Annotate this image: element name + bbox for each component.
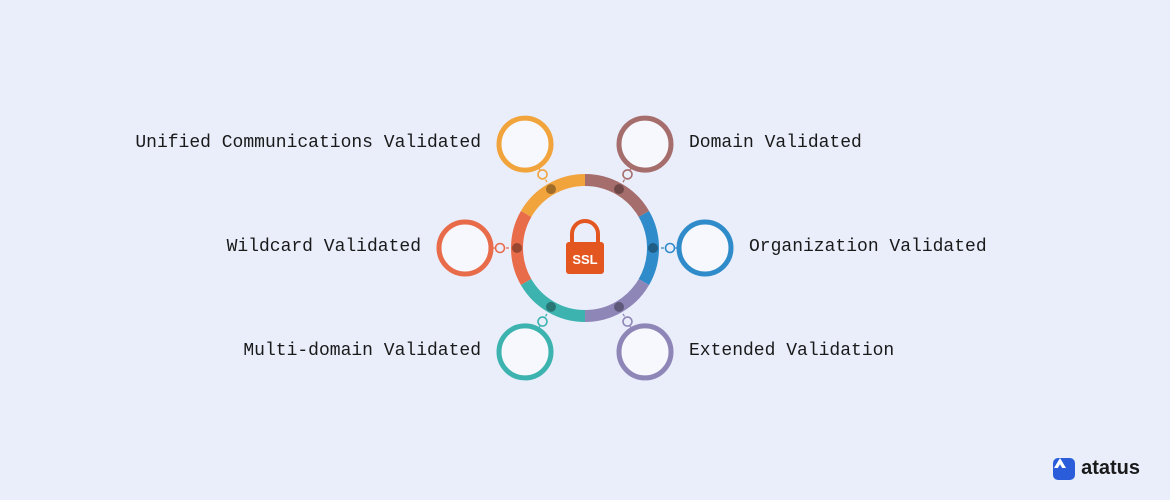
node-circle bbox=[619, 118, 671, 170]
brand-text: atatus bbox=[1081, 457, 1140, 480]
node-label: Multi-domain Validated bbox=[243, 341, 481, 361]
brand-mark-glyph bbox=[1053, 457, 1067, 471]
node-circle bbox=[499, 118, 551, 170]
inner-ring-segment bbox=[526, 180, 585, 214]
inner-ring-segment bbox=[526, 282, 585, 316]
node-circle bbox=[619, 326, 671, 378]
node-label: Extended Validation bbox=[689, 341, 894, 361]
connector-dot bbox=[666, 244, 675, 253]
diagram-canvas: SSL Unified Communications Validated Doma… bbox=[0, 0, 1170, 500]
lock-text: SSL bbox=[572, 252, 597, 267]
connector-dot bbox=[538, 170, 547, 179]
ring-dot bbox=[614, 302, 624, 312]
node-circle bbox=[439, 222, 491, 274]
connector-dot bbox=[623, 170, 632, 179]
diagram-svg: SSL bbox=[0, 0, 1170, 500]
lock-shackle bbox=[572, 221, 598, 242]
connector-dot bbox=[496, 244, 505, 253]
node-label: Wildcard Validated bbox=[227, 237, 421, 257]
brand: atatus bbox=[1053, 457, 1140, 480]
ring-dot bbox=[546, 184, 556, 194]
inner-ring-segment bbox=[585, 180, 644, 214]
brand-mark bbox=[1053, 458, 1075, 480]
node-circle bbox=[499, 326, 551, 378]
node-label: Organization Validated bbox=[749, 237, 987, 257]
ring-dot bbox=[512, 243, 522, 253]
node-label: Unified Communications Validated bbox=[135, 133, 481, 153]
ring-dot bbox=[546, 302, 556, 312]
inner-ring-segment bbox=[585, 282, 644, 316]
ring-dot bbox=[648, 243, 658, 253]
node-label: Domain Validated bbox=[689, 133, 862, 153]
connector-dot bbox=[538, 317, 547, 326]
connector-dot bbox=[623, 317, 632, 326]
ring-dot bbox=[614, 184, 624, 194]
node-circle bbox=[679, 222, 731, 274]
ssl-lock-icon: SSL bbox=[566, 221, 604, 274]
